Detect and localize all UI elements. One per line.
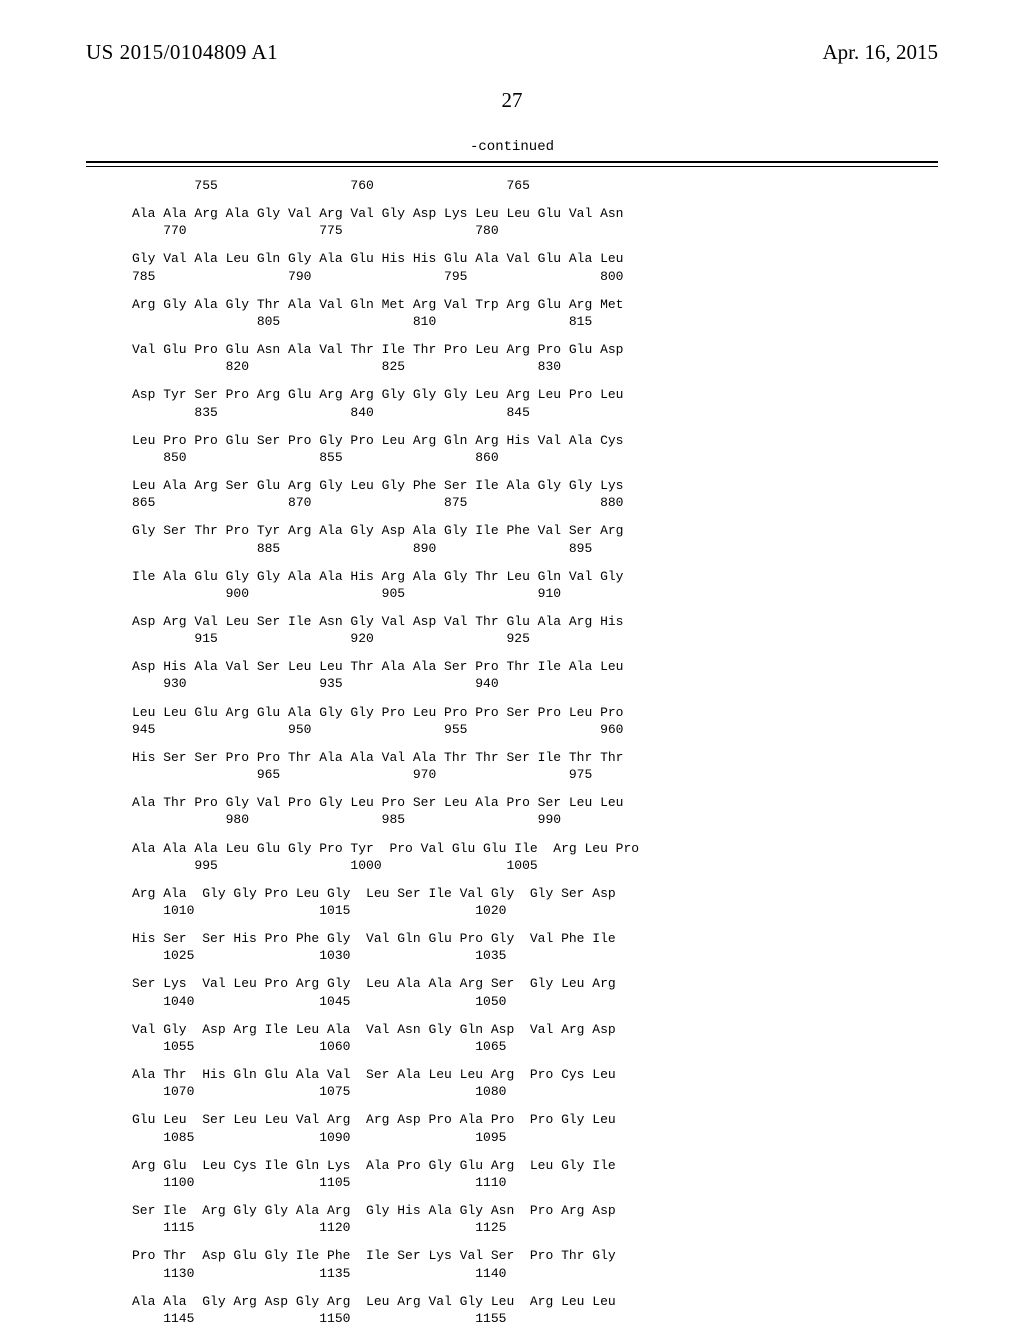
seq-group: Arg Glu Leu Cys Ile Gln Lys Ala Pro Gly … — [132, 1157, 1024, 1191]
seq-group: Val Gly Asp Arg Ile Leu Ala Val Asn Gly … — [132, 1021, 1024, 1055]
seq-group: His Ser Ser His Pro Phe Gly Val Gln Glu … — [132, 930, 1024, 964]
seq-group: Gly Ser Thr Pro Tyr Arg Ala Gly Asp Ala … — [132, 522, 1024, 556]
seq-group: Arg Gly Ala Gly Thr Ala Val Gln Met Arg … — [132, 296, 1024, 330]
continued-label: -continued — [0, 139, 1024, 155]
publication-date: Apr. 16, 2015 — [823, 40, 939, 65]
seq-group: Asp Arg Val Leu Ser Ile Asn Gly Val Asp … — [132, 613, 1024, 647]
seq-group: Leu Ala Arg Ser Glu Arg Gly Leu Gly Phe … — [132, 477, 1024, 511]
seq-group: Leu Pro Pro Glu Ser Pro Gly Pro Leu Arg … — [132, 432, 1024, 466]
seq-group: 755 760 765 — [132, 177, 1024, 194]
sequence-listing: 755 760 765 Ala Ala Arg Ala Gly Val Arg V… — [132, 177, 1024, 1327]
publication-number: US 2015/0104809 A1 — [86, 40, 278, 65]
seq-group: Leu Leu Glu Arg Glu Ala Gly Gly Pro Leu … — [132, 704, 1024, 738]
seq-group: Val Glu Pro Glu Asn Ala Val Thr Ile Thr … — [132, 341, 1024, 375]
seq-group: Ser Lys Val Leu Pro Arg Gly Leu Ala Ala … — [132, 975, 1024, 1009]
seq-group: Glu Leu Ser Leu Leu Val Arg Arg Asp Pro … — [132, 1111, 1024, 1145]
seq-group: Ser Ile Arg Gly Gly Ala Arg Gly His Ala … — [132, 1202, 1024, 1236]
seq-group: Arg Ala Gly Gly Pro Leu Gly Leu Ser Ile … — [132, 885, 1024, 919]
seq-group: Ile Ala Glu Gly Gly Ala Ala His Arg Ala … — [132, 568, 1024, 602]
seq-group: Ala Thr Pro Gly Val Pro Gly Leu Pro Ser … — [132, 794, 1024, 828]
seq-group: Asp His Ala Val Ser Leu Leu Thr Ala Ala … — [132, 658, 1024, 692]
seq-group: Gly Val Ala Leu Gln Gly Ala Glu His His … — [132, 250, 1024, 284]
seq-group: Ala Ala Ala Leu Glu Gly Pro Tyr Pro Val … — [132, 840, 1024, 874]
page-number: 27 — [0, 88, 1024, 113]
seq-group: His Ser Ser Pro Pro Thr Ala Ala Val Ala … — [132, 749, 1024, 783]
seq-group: Ala Ala Arg Ala Gly Val Arg Val Gly Asp … — [132, 205, 1024, 239]
page: US 2015/0104809 A1 Apr. 16, 2015 27 -con… — [0, 0, 1024, 1327]
seq-group: Asp Tyr Ser Pro Arg Glu Arg Arg Gly Gly … — [132, 386, 1024, 420]
seq-group: Ala Thr His Gln Glu Ala Val Ser Ala Leu … — [132, 1066, 1024, 1100]
rule-mid — [86, 166, 938, 167]
seq-group: Ala Ala Gly Arg Asp Gly Arg Leu Arg Val … — [132, 1293, 1024, 1327]
seq-group: Pro Thr Asp Glu Gly Ile Phe Ile Ser Lys … — [132, 1247, 1024, 1281]
rule-top — [86, 161, 938, 163]
